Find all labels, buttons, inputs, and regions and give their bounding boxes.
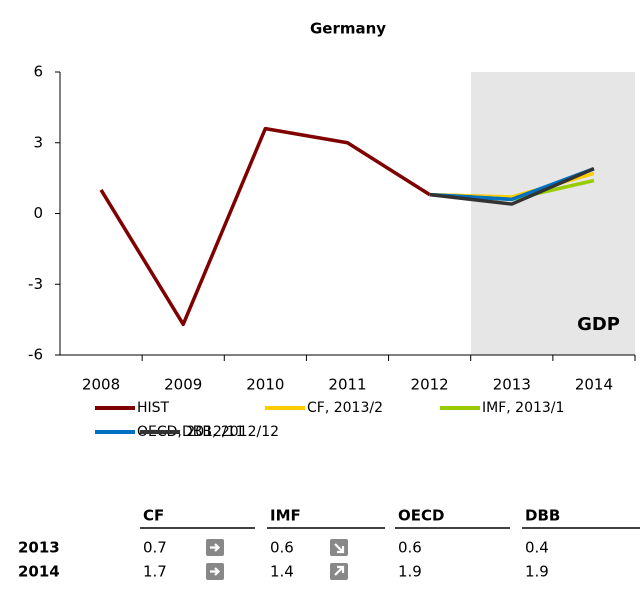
arrow-icon (206, 539, 224, 556)
legend-label: DBB, 2012/12 (182, 424, 279, 440)
table-cell: 1.7 (143, 563, 167, 581)
x-tick-label: 2011 (328, 376, 366, 394)
arrow-icon (206, 563, 224, 580)
forecast-region (471, 72, 635, 355)
y-tick-label: 0 (33, 204, 43, 222)
table-cell: 1.4 (270, 563, 294, 581)
chart-title: Germany (310, 20, 386, 38)
table-cell: 0.6 (270, 539, 294, 557)
annotation: GDP (577, 314, 620, 335)
y-tick-label: 3 (33, 133, 43, 151)
table-header: OECD (398, 507, 444, 525)
series-line (99, 126, 431, 327)
legend-label: OECD, 2012/11 (137, 424, 244, 440)
x-tick-label: 2010 (246, 376, 284, 394)
table-cell: 1.9 (398, 563, 422, 581)
x-tick-label: 2009 (164, 376, 202, 394)
x-tick-label: 2008 (82, 376, 120, 394)
table-cell: 0.6 (398, 539, 422, 557)
series-line (429, 167, 595, 206)
table-header: DBB (525, 507, 560, 525)
x-tick-label: 2013 (493, 376, 531, 394)
legend-label: IMF, 2013/1 (482, 400, 564, 416)
legend-label: HIST (137, 400, 170, 416)
row-label: 2013 (18, 539, 60, 557)
table-header: IMF (270, 507, 301, 525)
table-cell: 0.4 (525, 539, 549, 557)
x-tick-label: 2012 (411, 376, 449, 394)
x-tick-label: 2014 (575, 376, 613, 394)
legend-label: CF, 2013/2 (307, 400, 383, 416)
table-header: CF (143, 507, 164, 525)
arrow-icon (330, 539, 348, 556)
table-cell: 0.7 (143, 539, 167, 557)
y-tick-label: -6 (28, 346, 43, 364)
table-cell: 1.9 (525, 563, 549, 581)
row-label: 2014 (18, 563, 60, 581)
arrow-icon (330, 563, 348, 580)
y-tick-label: -3 (28, 275, 43, 293)
y-tick-label: 6 (33, 63, 43, 81)
